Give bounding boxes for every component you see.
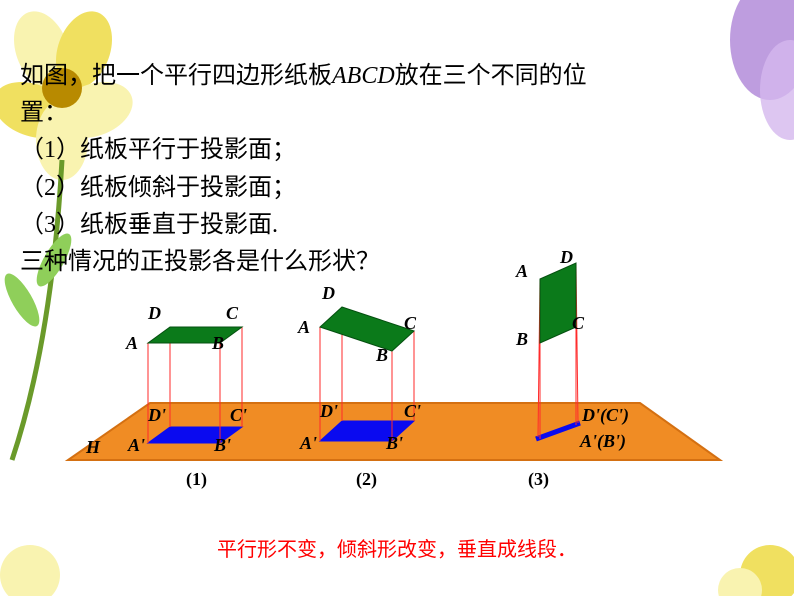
line2: 置： <box>20 95 774 132</box>
label-D-1: D <box>148 303 161 324</box>
item2: （2）纸板倾斜于投影面； <box>20 170 774 207</box>
label-A-3: A <box>516 261 528 282</box>
label-Ap-2: A' <box>300 433 317 454</box>
conclusion: 平行形不变，倾斜形改变，垂直成线段． <box>20 533 774 562</box>
label-DpCp-3: D'(C') <box>582 405 629 426</box>
label-D-3: D <box>560 247 573 268</box>
line1b: ABCD <box>332 63 395 89</box>
label-Bp-2: B' <box>386 433 403 454</box>
label-B-1: B <box>212 333 224 354</box>
label-Ap-1: A' <box>128 435 145 456</box>
item1: （1）纸板平行于投影面； <box>20 132 774 169</box>
label-Cp-2: C' <box>404 401 421 422</box>
caption-2: (2) <box>356 469 377 490</box>
label-H: H <box>86 437 100 458</box>
label-C-1: C <box>226 303 238 324</box>
label-ApBp-3: A'(B') <box>580 431 626 452</box>
label-Dp-1: D' <box>148 405 166 426</box>
label-Bp-1: B' <box>214 435 231 456</box>
line1c: 放在三个不同的位 <box>395 63 587 89</box>
diagram: D C A B D' C' A' B' D C A B D' C' A' B' … <box>20 285 774 525</box>
label-A-1: A <box>126 333 138 354</box>
item3: （3）纸板垂直于投影面. <box>20 207 774 244</box>
question: 三种情况的正投影各是什么形状？ <box>20 244 774 281</box>
label-B-2: B <box>376 345 388 366</box>
label-C-2: C <box>404 313 416 334</box>
problem-text: 如图，把一个平行四边形纸板ABCD放在三个不同的位 置： （1）纸板平行于投影面… <box>20 58 774 281</box>
label-A-2: A <box>298 317 310 338</box>
caption-1: (1) <box>186 469 207 490</box>
label-Cp-1: C' <box>230 405 247 426</box>
line1a: 如图，把一个平行四边形纸板 <box>20 63 332 89</box>
label-B-3: B <box>516 329 528 350</box>
label-D-2: D <box>322 283 335 304</box>
label-C-3: C <box>572 313 584 334</box>
label-Dp-2: D' <box>320 401 338 422</box>
caption-3: (3) <box>528 469 549 490</box>
